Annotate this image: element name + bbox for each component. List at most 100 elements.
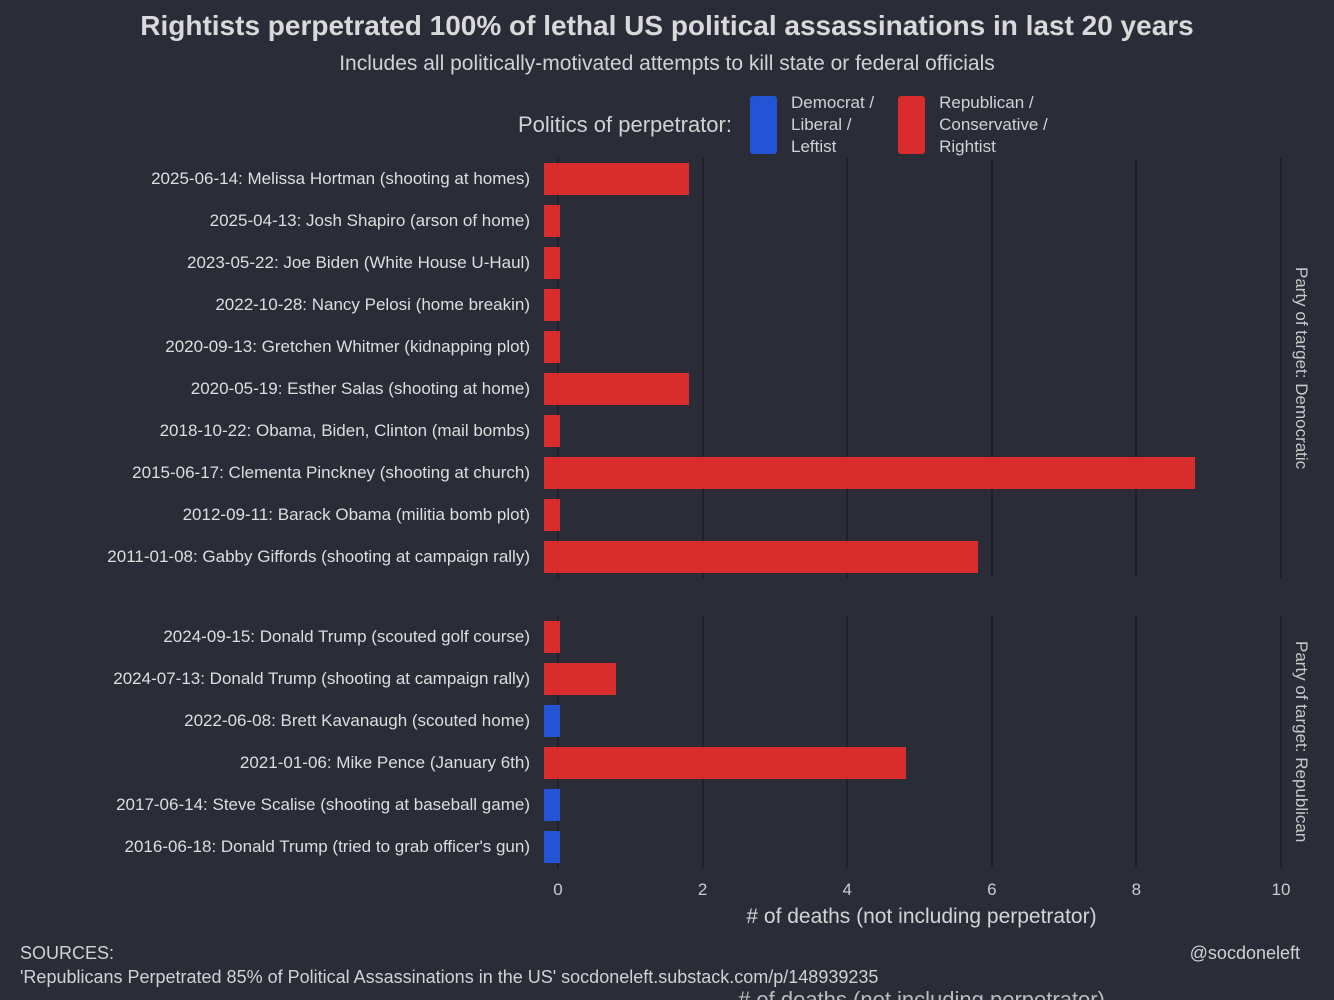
chart-row: 2024-07-13: Donald Trump (shooting at ca… — [0, 658, 1334, 700]
bar-track — [544, 242, 1271, 284]
chart-row: 2016-06-18: Donald Trump (tried to grab … — [0, 826, 1334, 868]
bar-track — [544, 494, 1271, 536]
row-label: 2020-05-19: Esther Salas (shooting at ho… — [190, 379, 530, 398]
chart-row: 2023-05-22: Joe Biden (White House U-Hau… — [0, 242, 1334, 284]
row-label: 2011-01-08: Gabby Giffords (shooting at … — [107, 547, 530, 566]
gridline — [701, 616, 704, 868]
sources-heading: SOURCES: — [20, 943, 115, 963]
bar-track — [544, 826, 1271, 868]
gridline — [1135, 616, 1138, 868]
gridline — [846, 158, 849, 578]
bar-republican — [544, 663, 617, 695]
chart-row: 2020-09-13: Gretchen Whitmer (kidnapping… — [0, 326, 1334, 368]
gridline — [1135, 158, 1138, 578]
gridlines-facet-democratic — [557, 158, 1285, 578]
row-label: 2012-09-11: Barack Obama (militia bomb p… — [182, 505, 530, 524]
author-handle: @socdoneleft — [1189, 943, 1300, 963]
legend-item-democrat: Democrat / Liberal / Leftist — [749, 92, 875, 158]
bar-republican — [544, 457, 1195, 489]
bar-track — [544, 368, 1271, 410]
row-label: 2025-04-13: Josh Shapiro (arson of home) — [209, 211, 530, 230]
chart-row: 2025-06-14: Melissa Hortman (shooting at… — [0, 158, 1334, 200]
x-tick-label: 4 — [842, 880, 852, 899]
bar-track — [544, 616, 1271, 658]
x-tick-label: 6 — [987, 880, 997, 899]
bar-democrat — [544, 705, 560, 737]
legend-swatch-republican — [898, 96, 926, 154]
row-label: 2017-06-14: Steve Scalise (shooting at b… — [116, 795, 530, 814]
row-label: 2021-01-06: Mike Pence (January 6th) — [239, 753, 530, 772]
bar-track — [544, 452, 1271, 494]
chart-row: 2024-09-15: Donald Trump (scouted golf c… — [0, 616, 1334, 658]
gridline — [1280, 158, 1282, 578]
bar-track — [544, 536, 1271, 578]
row-label: 2023-05-22: Joe Biden (White House U-Hau… — [186, 253, 530, 272]
x-tick-label: 2 — [697, 880, 708, 899]
chart-row: 2022-10-28: Nancy Pelosi (home breakin) — [0, 284, 1334, 326]
gridline — [846, 616, 849, 868]
row-label: 2024-09-15: Donald Trump (scouted golf c… — [163, 627, 530, 646]
x-axis-label: # of deaths (not including perpetrator) — [746, 905, 1097, 928]
chart-row: 2012-09-11: Barack Obama (militia bomb p… — [0, 494, 1334, 536]
bar-republican — [544, 499, 560, 531]
row-label: 2022-10-28: Nancy Pelosi (home breakin) — [215, 295, 530, 314]
x-tick-label: 10 — [1271, 880, 1291, 899]
clipped-axis-label: # of deaths (not including perpetrator) — [738, 987, 1105, 1000]
bar-track — [544, 284, 1271, 326]
row-label: 2024-07-13: Donald Trump (shooting at ca… — [113, 669, 530, 688]
gridline — [990, 158, 993, 578]
chart-subtitle: Includes all politically-motivated attem… — [339, 52, 995, 75]
chart-row: 2020-05-19: Esther Salas (shooting at ho… — [0, 368, 1334, 410]
x-tick-label: 0 — [553, 880, 563, 899]
source-citation: 'Republicans Perpetrated 85% of Politica… — [20, 967, 879, 987]
facet-republican-targets: 2024-09-15: Donald Trump (scouted golf c… — [0, 616, 1334, 868]
gridline — [1280, 616, 1282, 868]
gridline — [701, 158, 704, 578]
row-label: 2018-10-22: Obama, Biden, Clinton (mail … — [159, 421, 530, 440]
legend-items: Democrat / Liberal / Leftist Republican /… — [749, 92, 1048, 158]
bar-track — [544, 410, 1271, 452]
chart-row: 2017-06-14: Steve Scalise (shooting at b… — [0, 784, 1334, 826]
legend-label-democrat: Democrat / Liberal / Leftist — [790, 92, 875, 157]
chart-row: 2018-10-22: Obama, Biden, Clinton (mail … — [0, 410, 1334, 452]
chart-row: 2015-06-17: Clementa Pinckney (shooting … — [0, 452, 1334, 494]
facet-strip-republican: Party of target: Republican — [1292, 641, 1311, 843]
chart-row: 2022-06-08: Brett Kavanaugh (scouted hom… — [0, 700, 1334, 742]
bar-democrat — [544, 789, 560, 821]
row-label: 2016-06-18: Donald Trump (tried to grab … — [124, 837, 531, 856]
legend-item-republican: Republican / Conservative / Rightist — [898, 92, 1048, 158]
gridline — [557, 616, 559, 868]
bar-republican — [544, 289, 560, 321]
chart-row: 2021-01-06: Mike Pence (January 6th) — [0, 742, 1334, 784]
chart-row: 2025-04-13: Josh Shapiro (arson of home) — [0, 200, 1334, 242]
bar-track — [544, 742, 1271, 784]
row-label: 2020-09-13: Gretchen Whitmer (kidnapping… — [165, 337, 530, 356]
legend-label-republican: Republican / Conservative / Rightist — [939, 92, 1048, 157]
bar-republican — [544, 331, 560, 363]
bar-republican — [544, 747, 906, 779]
gridline — [557, 158, 559, 578]
bar-republican — [544, 621, 560, 653]
bar-democrat — [544, 831, 560, 863]
bar-republican — [544, 247, 560, 279]
row-label: 2025-06-14: Melissa Hortman (shooting at… — [151, 169, 530, 188]
x-tick-label: 8 — [1131, 880, 1142, 899]
bar-republican — [544, 541, 978, 573]
legend-swatch-democrat — [749, 96, 777, 154]
gridlines-facet-republican — [557, 616, 1285, 868]
row-label: 2022-06-08: Brett Kavanaugh (scouted hom… — [184, 711, 530, 730]
bar-track — [544, 326, 1271, 368]
bar-track — [544, 658, 1271, 700]
bar-republican — [544, 373, 689, 405]
bar-track — [544, 784, 1271, 826]
bar-republican — [544, 415, 560, 447]
facet-democratic-targets: 2025-06-14: Melissa Hortman (shooting at… — [0, 158, 1334, 578]
bar-republican — [544, 205, 560, 237]
legend-title: Politics of perpetrator: — [518, 112, 732, 137]
facet-strip-democratic: Party of target: Democratic — [1292, 266, 1311, 470]
legend: Politics of perpetrator: Democrat / Libe… — [518, 88, 1048, 162]
x-axis: 0 2 4 6 8 10 — [553, 880, 1290, 902]
gridline — [990, 616, 993, 868]
chart-title: Rightists perpetrated 100% of lethal US … — [140, 10, 1194, 41]
